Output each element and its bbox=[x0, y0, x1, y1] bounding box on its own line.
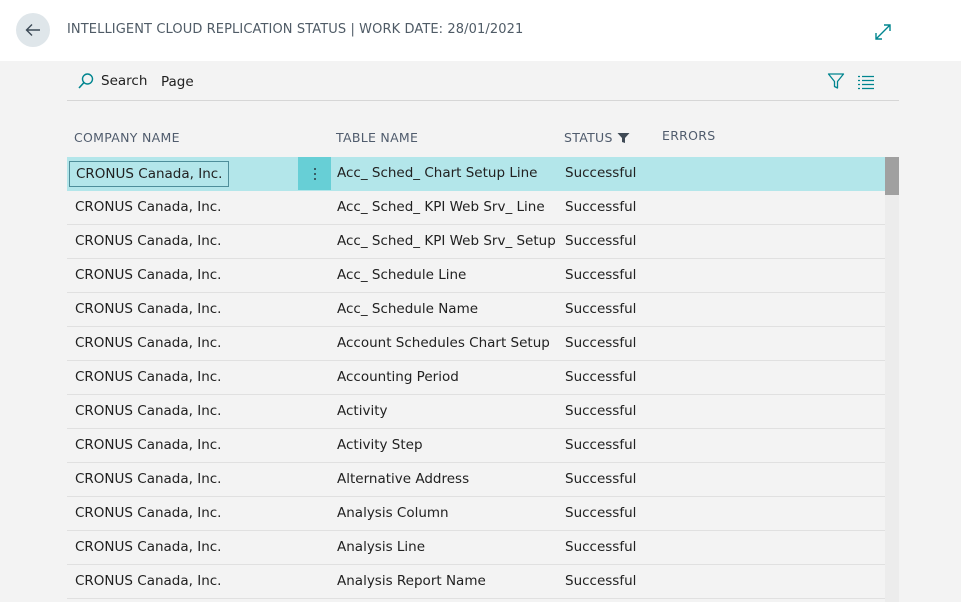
status-cell[interactable]: Successful bbox=[565, 165, 637, 181]
company-name-cell[interactable]: CRONUS Canada, Inc. bbox=[75, 233, 222, 249]
company-name-cell[interactable]: CRONUS Canada, Inc. bbox=[75, 573, 222, 589]
table-row[interactable]: CRONUS Canada, Inc. Analysis Column Succes… bbox=[67, 497, 885, 531]
company-name-cell[interactable]: CRONUS Canada, Inc. bbox=[75, 199, 222, 215]
status-cell[interactable]: Successful bbox=[565, 471, 637, 487]
status-cell[interactable]: Successful bbox=[565, 539, 637, 555]
vertical-scrollbar[interactable] bbox=[885, 157, 899, 602]
search-button[interactable]: Search bbox=[77, 72, 147, 90]
filter-pane-button[interactable] bbox=[827, 72, 845, 90]
table-name-cell[interactable]: Activity bbox=[337, 403, 388, 419]
table-row[interactable]: CRONUS Canada, Inc. Activity Step Successf… bbox=[67, 429, 885, 463]
table-name-cell[interactable]: Acc_ Sched_ Chart Setup Line bbox=[337, 165, 538, 181]
column-header-table-name[interactable]: TABLE NAME bbox=[336, 130, 419, 145]
search-label: Search bbox=[101, 73, 148, 89]
table-row[interactable]: CRONUS Canada, Inc. Activity Successful bbox=[67, 395, 885, 429]
page-title: INTELLIGENT CLOUD REPLICATION STATUS | W… bbox=[67, 22, 524, 37]
column-header-errors[interactable]: ERRORS bbox=[662, 128, 716, 143]
company-name-cell[interactable]: CRONUS Canada, Inc. bbox=[75, 369, 222, 385]
status-cell[interactable]: Successful bbox=[565, 199, 637, 215]
expand-button[interactable] bbox=[873, 22, 893, 42]
status-cell[interactable]: Successful bbox=[565, 369, 637, 385]
column-header-status-label: STATUS bbox=[564, 130, 613, 145]
table-row[interactable]: CRONUS Canada, Inc. Analysis Line Successf… bbox=[67, 531, 885, 565]
company-name-cell[interactable]: CRONUS Canada, Inc. bbox=[75, 403, 222, 419]
company-name-cell[interactable]: CRONUS Canada, Inc. bbox=[75, 301, 222, 317]
table-name-cell[interactable]: Analysis Line bbox=[337, 539, 426, 555]
table-row[interactable]: CRONUS Canada, Inc. Acc_ Schedule Name Suc… bbox=[67, 293, 885, 327]
column-header-status[interactable]: STATUS bbox=[564, 130, 630, 145]
column-header-company-name[interactable]: COMPANY NAME bbox=[74, 130, 180, 145]
status-cell[interactable]: Successful bbox=[565, 335, 637, 351]
list-view-icon bbox=[858, 75, 874, 90]
table-name-cell[interactable]: Acc_ Sched_ KPI Web Srv_ Setup bbox=[337, 233, 556, 249]
table-name-cell[interactable]: Account Schedules Chart Setup bbox=[337, 335, 550, 351]
table-row[interactable]: CRONUS Canada, Inc. Account Schedules Cha… bbox=[67, 327, 885, 361]
replication-status-table: CRONUS Canada, Inc. Acc_ Sched_ Chart Set… bbox=[67, 157, 885, 599]
table-name-cell[interactable]: Acc_ Sched_ KPI Web Srv_ Line bbox=[337, 199, 545, 215]
more-vertical-icon bbox=[313, 166, 316, 181]
table-row[interactable]: CRONUS Canada, Inc. Acc_ Sched_ KPI Web S… bbox=[67, 191, 885, 225]
company-name-cell[interactable]: CRONUS Canada, Inc. bbox=[75, 505, 222, 521]
status-cell[interactable]: Successful bbox=[565, 301, 637, 317]
action-bar: Search Page bbox=[67, 62, 899, 101]
status-cell[interactable]: Successful bbox=[565, 505, 637, 521]
table-row[interactable]: CRONUS Canada, Inc. Accounting Period Succ… bbox=[67, 361, 885, 395]
status-cell[interactable]: Successful bbox=[565, 403, 637, 419]
column-filter-icon bbox=[617, 132, 630, 143]
company-name-cell[interactable]: CRONUS Canada, Inc. bbox=[75, 471, 222, 487]
table-row[interactable]: CRONUS Canada, Inc. Acc_ Schedule Line Suc… bbox=[67, 259, 885, 293]
table-row[interactable]: CRONUS Canada, Inc. Alternative Address Su… bbox=[67, 463, 885, 497]
page-menu-button[interactable]: Page bbox=[161, 74, 194, 90]
table-name-cell[interactable]: Analysis Report Name bbox=[337, 573, 486, 589]
page-header: INTELLIGENT CLOUD REPLICATION STATUS | W… bbox=[0, 0, 961, 61]
company-name-cell[interactable]: CRONUS Canada, Inc. bbox=[75, 539, 222, 555]
company-name-cell[interactable]: CRONUS Canada, Inc. bbox=[69, 161, 230, 187]
table-name-cell[interactable]: Acc_ Schedule Line bbox=[337, 267, 467, 283]
scrollbar-thumb[interactable] bbox=[885, 157, 899, 195]
status-cell[interactable]: Successful bbox=[565, 233, 637, 249]
row-actions-button[interactable] bbox=[298, 157, 331, 190]
table-row[interactable]: CRONUS Canada, Inc. Acc_ Sched_ KPI Web S… bbox=[67, 225, 885, 259]
arrow-left-icon bbox=[25, 24, 40, 36]
status-cell[interactable]: Successful bbox=[565, 437, 637, 453]
table-name-cell[interactable]: Activity Step bbox=[337, 437, 423, 453]
status-cell[interactable]: Successful bbox=[565, 573, 637, 589]
company-name-cell[interactable]: CRONUS Canada, Inc. bbox=[75, 437, 222, 453]
search-icon bbox=[78, 73, 94, 89]
status-cell[interactable]: Successful bbox=[565, 267, 637, 283]
back-button[interactable] bbox=[16, 13, 50, 47]
table-name-cell[interactable]: Analysis Column bbox=[337, 505, 449, 521]
expand-diagonal-icon bbox=[875, 24, 891, 40]
table-row[interactable]: CRONUS Canada, Inc. Analysis Report Name S… bbox=[67, 565, 885, 599]
table-name-cell[interactable]: Accounting Period bbox=[337, 369, 459, 385]
table-name-cell[interactable]: Acc_ Schedule Name bbox=[337, 301, 479, 317]
table-name-cell[interactable]: Alternative Address bbox=[337, 471, 470, 487]
company-name-cell[interactable]: CRONUS Canada, Inc. bbox=[75, 335, 222, 351]
filter-icon bbox=[827, 73, 845, 89]
list-view-button[interactable] bbox=[857, 73, 875, 91]
company-name-cell[interactable]: CRONUS Canada, Inc. bbox=[75, 267, 222, 283]
table-row[interactable]: CRONUS Canada, Inc. Acc_ Sched_ Chart Set… bbox=[67, 157, 885, 191]
